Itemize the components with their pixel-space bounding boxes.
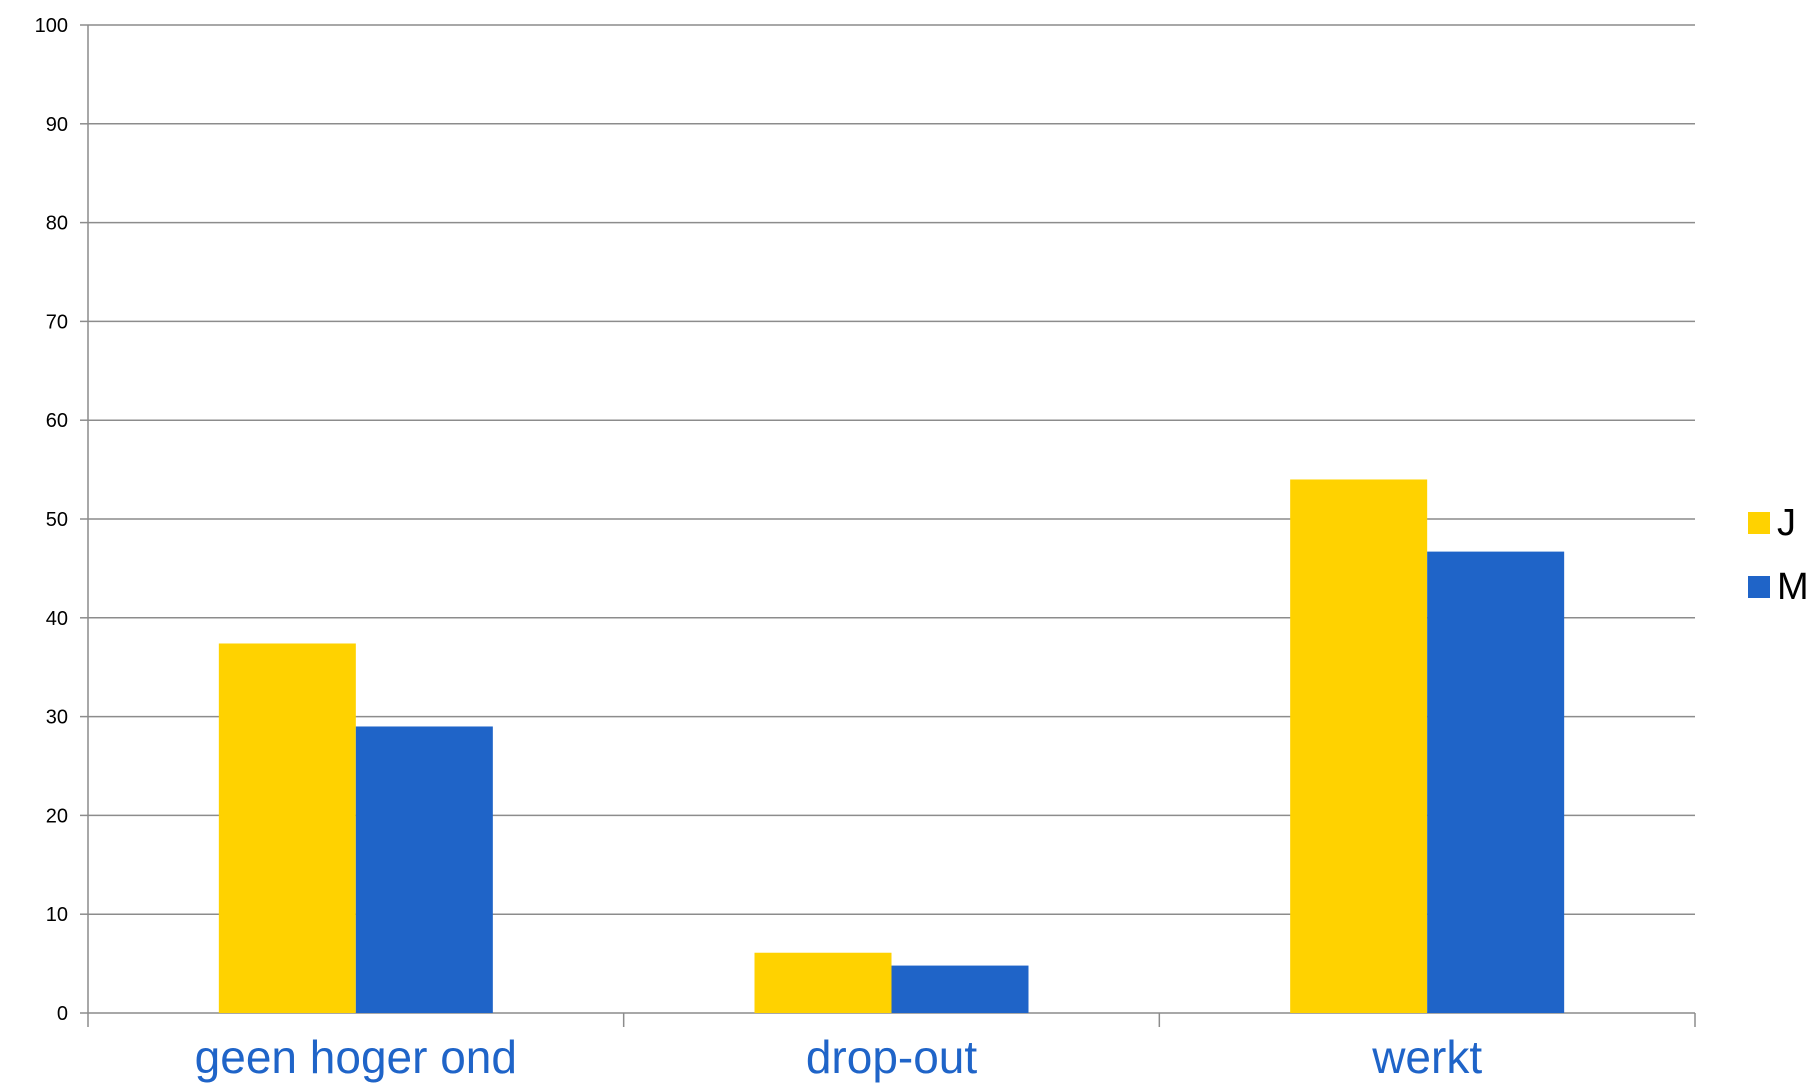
y-tick-label: 10 [46, 904, 68, 926]
legend-swatch-M [1748, 576, 1770, 598]
y-tick-label: 0 [57, 1003, 68, 1025]
legend-label: J [1777, 502, 1796, 544]
y-tick-label: 50 [46, 509, 68, 531]
y-tick-label: 40 [46, 608, 68, 630]
legend-label: M [1777, 566, 1809, 608]
x-axis-category-labels: geen hoger ond drop-out werkt [195, 1031, 1483, 1083]
y-axis-ticks: 0 10 20 30 40 50 60 70 80 90 100 [35, 15, 88, 1025]
y-tick-label: 90 [46, 114, 68, 136]
bar-M-0 [355, 726, 493, 1013]
bar-J-0 [218, 643, 356, 1013]
bar-J-1 [754, 952, 892, 1013]
bar-M-2 [1427, 551, 1565, 1013]
x-category-label: geen hoger ond [195, 1031, 517, 1083]
bar-M-1 [891, 965, 1029, 1013]
bars [218, 479, 1565, 1014]
y-tick-label: 20 [46, 805, 68, 827]
y-tick-label: 70 [46, 311, 68, 333]
bar-J-2 [1290, 479, 1428, 1014]
legend: JM [1748, 502, 1809, 608]
y-tick-label: 80 [46, 213, 68, 235]
x-category-label: drop-out [806, 1031, 978, 1083]
y-tick-label: 60 [46, 410, 68, 432]
legend-swatch-J [1748, 512, 1770, 534]
x-category-label: werkt [1371, 1031, 1482, 1083]
y-tick-label: 100 [35, 15, 68, 37]
y-tick-label: 30 [46, 707, 68, 729]
